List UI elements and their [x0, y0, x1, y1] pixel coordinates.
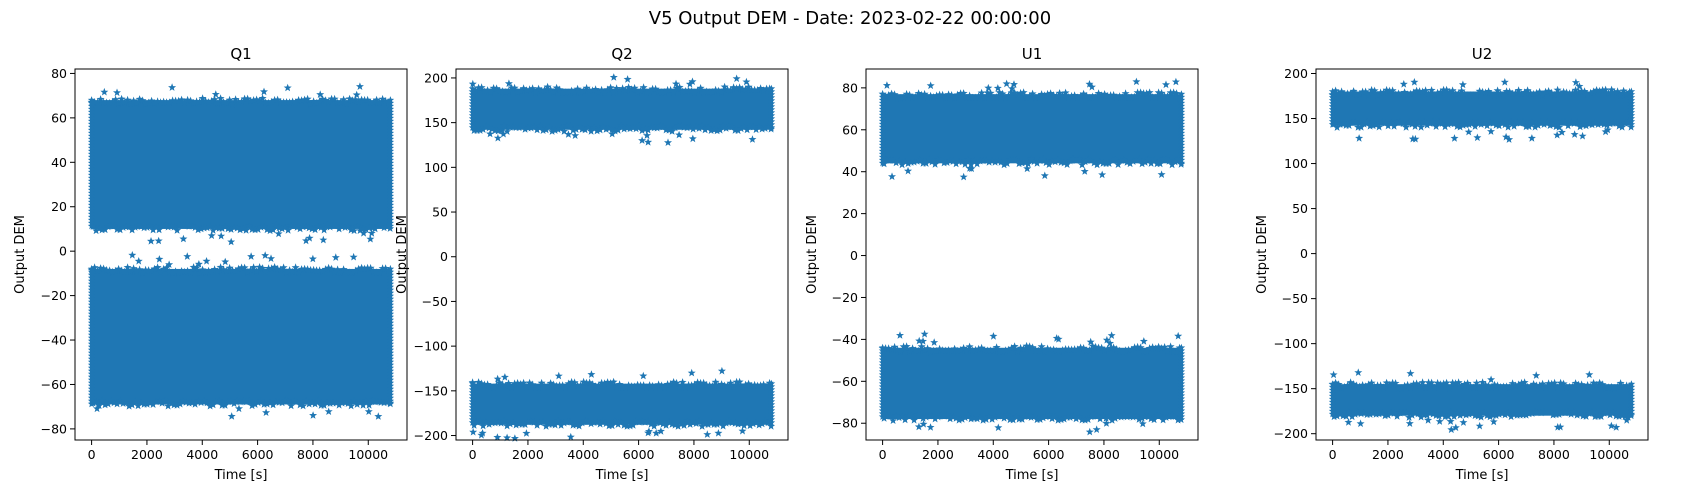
y-axis-label: Output DEM [395, 215, 410, 294]
y-tick-label: 100 [1284, 156, 1308, 171]
y-tick-label: −80 [832, 416, 858, 431]
x-tick-label: 10000 [348, 447, 388, 462]
x-tick-label: 4000 [1427, 447, 1459, 462]
y-tick-label: −20 [832, 290, 858, 305]
y-tick-label: 80 [51, 66, 67, 81]
y-tick-label: 0 [1300, 246, 1308, 261]
y-tick-label: −100 [1274, 336, 1308, 351]
subplot-q2: Q2 0 2000 4000 6000 8000 10000 −200 −150 −100 −50 0… [395, 45, 789, 483]
x-axis-label: Time [s] [1455, 468, 1509, 483]
scatter-band [472, 88, 772, 130]
x-tick-label: 10000 [1139, 447, 1179, 462]
x-tick-label: 10000 [1589, 447, 1629, 462]
y-tick-label: 0 [850, 248, 858, 263]
y-tick-label: −60 [41, 377, 67, 392]
subplot-title: Q1 [230, 45, 251, 63]
y-tick-label: −100 [414, 339, 448, 354]
subplot-title: Q2 [611, 45, 632, 63]
scatter-points [87, 251, 395, 420]
y-tick-label: −60 [832, 374, 858, 389]
subplot-title: U2 [1472, 45, 1493, 63]
figure-title: V5 Output DEM - Date: 2023-02-22 00:00:0… [649, 8, 1051, 29]
scatter-band [882, 94, 1182, 164]
scatter-band [91, 268, 391, 405]
x-axis-label: Time [s] [595, 468, 649, 483]
x-tick-label: 2000 [512, 447, 544, 462]
x-tick-label: 8000 [678, 447, 710, 462]
scatter-band [91, 100, 391, 229]
data-series [468, 73, 776, 442]
x-tick-label: 0 [879, 447, 887, 462]
y-tick-label: 150 [424, 115, 448, 130]
data-series [1328, 78, 1636, 434]
x-tick-label: 10000 [729, 447, 769, 462]
y-axis-label: Output DEM [1255, 215, 1270, 294]
y-tick-label: −40 [832, 332, 858, 347]
y-tick-label: 20 [51, 199, 67, 214]
y-tick-label: 0 [59, 244, 67, 259]
x-tick-label: 0 [88, 447, 96, 462]
data-series [878, 77, 1186, 436]
y-tick-label: 80 [842, 80, 858, 95]
y-tick-label: −150 [1274, 381, 1308, 396]
x-tick-label: 4000 [186, 447, 218, 462]
x-tick-label: 6000 [623, 447, 655, 462]
x-axis-label: Time [s] [214, 468, 268, 483]
y-tick-label: 60 [51, 110, 67, 125]
axes-frame [74, 68, 408, 441]
x-tick-label: 4000 [977, 447, 1009, 462]
y-tick-label: 50 [1292, 201, 1308, 216]
x-tick-label: 0 [1329, 447, 1337, 462]
x-tick-label: 8000 [1538, 447, 1570, 462]
y-axis-label: Output DEM [805, 215, 820, 294]
x-axis-label: Time [s] [1005, 468, 1059, 483]
scatter-points [87, 82, 395, 246]
y-tick-label: 60 [842, 122, 858, 137]
data-series [87, 82, 395, 420]
y-tick-label: −200 [1274, 426, 1308, 441]
y-tick-label: 150 [1284, 111, 1308, 126]
x-tick-label: 2000 [922, 447, 954, 462]
x-tick-label: 6000 [1033, 447, 1065, 462]
x-tick-label: 6000 [1483, 447, 1515, 462]
scatter-points [1328, 368, 1636, 434]
x-tick-label: 2000 [1372, 447, 1404, 462]
x-tick-label: 8000 [297, 447, 329, 462]
y-tick-label: −80 [41, 421, 67, 436]
scatter-points [468, 73, 776, 146]
x-tick-label: 6000 [242, 447, 274, 462]
scatter-band [472, 383, 772, 425]
subplot-q1: Q1 0 2000 4000 6000 8000 10000 −80 −60 −40 −20 0 20 4… [13, 45, 408, 483]
x-tick-label: 4000 [567, 447, 599, 462]
y-tick-label: 200 [424, 70, 448, 85]
y-tick-label: −150 [414, 383, 448, 398]
x-tick-label: 0 [469, 447, 477, 462]
y-axis-label: Output DEM [13, 215, 28, 294]
y-tick-label: −200 [414, 428, 448, 443]
x-tick-label: 2000 [131, 447, 163, 462]
y-tick-label: 0 [440, 249, 448, 264]
axes-frame [865, 68, 1199, 441]
y-tick-label: 100 [424, 160, 448, 175]
y-tick-label: 40 [842, 164, 858, 179]
subplot-title: U1 [1022, 45, 1043, 63]
y-tick-label: 200 [1284, 66, 1308, 81]
y-tick-label: −50 [1282, 291, 1308, 306]
subplot-u1: U1 0 2000 4000 6000 8000 10000 −80 −60 −40 −20 0 20 4… [805, 45, 1199, 483]
scatter-points [1328, 78, 1636, 143]
y-tick-label: 50 [432, 205, 448, 220]
subplot-u2: U2 0 2000 4000 6000 8000 10000 −200 −150 −100 −50 0… [1255, 45, 1649, 483]
scatter-band [882, 347, 1182, 420]
scatter-points [468, 366, 776, 442]
y-tick-label: 20 [842, 206, 858, 221]
y-tick-label: 40 [51, 155, 67, 170]
scatter-points [878, 77, 1186, 181]
x-tick-label: 8000 [1088, 447, 1120, 462]
y-tick-label: −50 [422, 294, 448, 309]
y-tick-label: −20 [41, 288, 67, 303]
y-tick-label: −40 [41, 333, 67, 348]
axes-frame [1315, 68, 1649, 441]
axes-frame [455, 68, 789, 441]
